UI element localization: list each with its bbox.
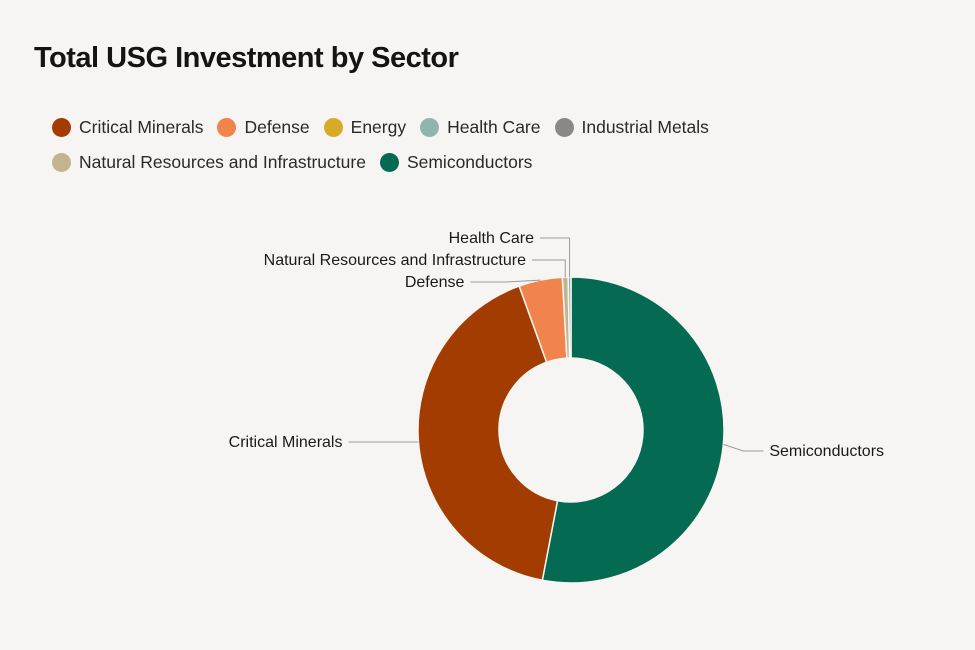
legend-item-semiconductors[interactable]: Semiconductors [379, 151, 533, 173]
slice-semiconductors[interactable] [541, 276, 725, 584]
legend-item-health-care[interactable]: Health Care [420, 116, 541, 138]
legend-swatch [554, 117, 574, 137]
leader-line [470, 279, 541, 283]
legend-label: Industrial Metals [581, 116, 709, 137]
slice-label: Defense [405, 274, 465, 291]
legend-swatch [379, 152, 399, 172]
legend-item-natural-resources-and-infrastructure[interactable]: Natural Resources and Infrastructure [52, 151, 366, 173]
legend-label: Semiconductors [406, 151, 533, 172]
legend-swatch [52, 117, 71, 137]
legend-item-energy[interactable]: Energy [323, 116, 407, 138]
legend-swatch [420, 117, 440, 137]
leader-line [723, 443, 764, 452]
slice-label: Semiconductors [769, 443, 884, 460]
legend-item-defense[interactable]: Defense [217, 116, 310, 138]
legend-label: Natural Resources and Infrastructure [79, 151, 366, 172]
chart-title: Total USG Investment by Sector [34, 42, 459, 74]
legend-label: Critical Minerals [79, 116, 204, 137]
slice-health-care[interactable] [567, 276, 572, 359]
legend-item-industrial-metals[interactable]: Industrial Metals [554, 116, 709, 138]
legend-swatch [217, 117, 237, 137]
legend-label: Energy [350, 116, 407, 137]
legend-swatch [52, 152, 71, 172]
slice-critical-minerals[interactable] [417, 285, 559, 582]
slice-label: Natural Resources and Infrastructure [264, 252, 526, 269]
slice-label: Critical Minerals [229, 434, 343, 451]
chart-legend: Critical Minerals Defense Energy Health Car… [52, 116, 932, 173]
legend-swatch [323, 117, 343, 137]
leader-line [532, 259, 566, 278]
legend-item-critical-minerals[interactable]: Critical Minerals [52, 116, 203, 138]
leader-line [540, 237, 571, 278]
slice-label: Health Care [449, 230, 534, 247]
legend-label: Defense [244, 116, 310, 137]
legend-label: Health Care [447, 116, 541, 137]
